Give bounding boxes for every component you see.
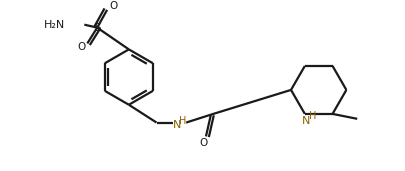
Text: H: H — [178, 116, 185, 126]
Text: N: N — [301, 116, 309, 126]
Text: N: N — [173, 120, 181, 129]
Text: H: H — [308, 111, 315, 121]
Text: O: O — [109, 1, 117, 11]
Text: O: O — [77, 42, 85, 52]
Text: O: O — [199, 138, 208, 148]
Text: S: S — [94, 23, 100, 33]
Text: H₂N: H₂N — [44, 20, 65, 30]
